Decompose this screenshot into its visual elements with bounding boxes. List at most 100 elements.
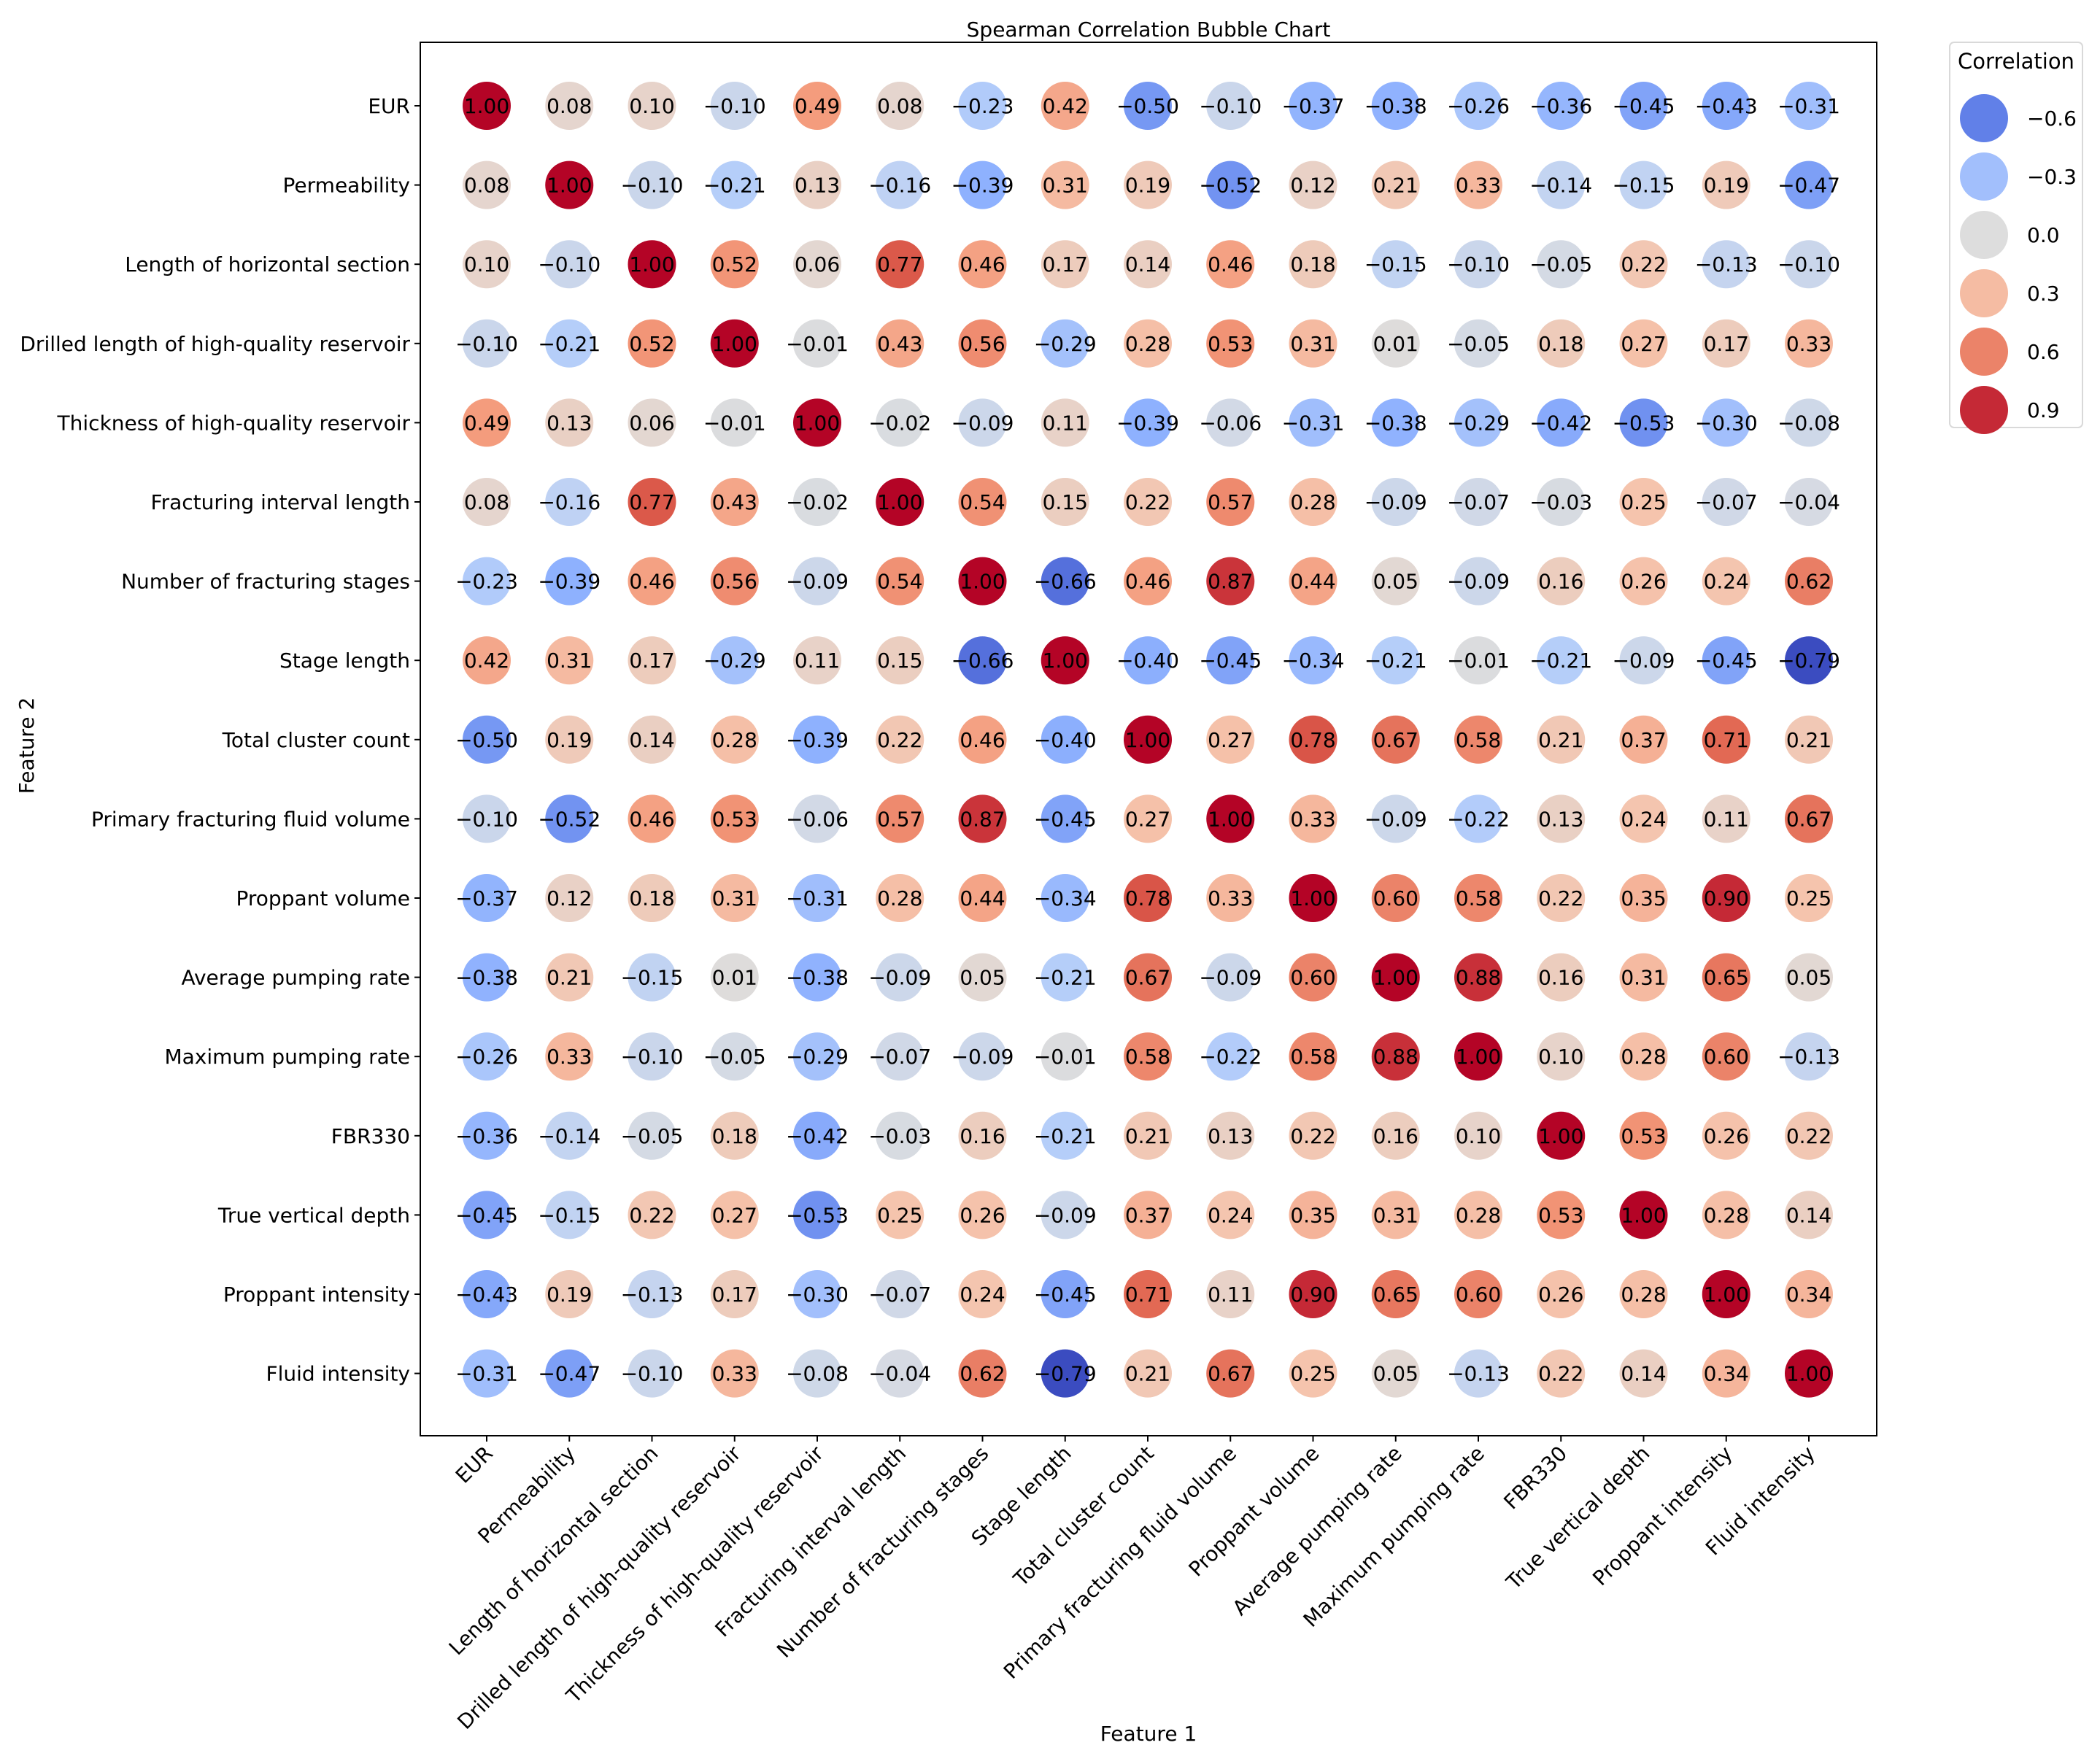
bubble-mark	[1041, 240, 1089, 289]
bubble-value-label: 0.31	[1621, 966, 1666, 990]
bubble-mark	[1206, 953, 1255, 1002]
bubble-value-label: 0.25	[1290, 1362, 1335, 1386]
bubble-mark	[1041, 160, 1089, 209]
bubble-drilled-length-of-high-quality-reservoir-vs-eur: −0.10	[703, 82, 766, 130]
bubble-permeability-vs-drilled-length-of-high-quality-reservoir: −0.21	[538, 319, 601, 368]
bubble-proppant-volume-vs-eur: −0.37	[1282, 82, 1344, 130]
bubble-value-label: 1.00	[1538, 1124, 1583, 1148]
bubble-value-label: 0.06	[795, 252, 840, 276]
bubble-number-of-fracturing-stages-vs-thickness-of-high-quality-reservoir: −0.09	[951, 398, 1014, 447]
bubble-mark	[1371, 557, 1420, 606]
bubble-number-of-fracturing-stages-vs-maximum-pumping-rate: −0.09	[951, 1032, 1014, 1081]
bubble-mark	[958, 1349, 1007, 1398]
bubble-value-label: 0.17	[1043, 252, 1088, 276]
bubble-value-label: 0.56	[960, 332, 1005, 356]
bubble-mark	[958, 557, 1007, 606]
bubble-fracturing-interval-length-vs-maximum-pumping-rate: −0.07	[868, 1032, 931, 1081]
bubble-value-label: −0.13	[621, 1283, 684, 1307]
bubble-proppant-volume-vs-permeability: 0.12	[1289, 160, 1337, 209]
bubble-value-label: 0.16	[960, 1124, 1005, 1148]
bubble-value-label: −0.07	[1695, 490, 1758, 514]
bubble-mark	[1371, 636, 1420, 685]
bubble-value-label: 0.28	[712, 728, 757, 752]
bubble-average-pumping-rate-vs-drilled-length-of-high-quality-reservoir: 0.01	[1371, 319, 1420, 368]
bubble-mark	[463, 1111, 511, 1160]
bubble-primary-fracturing-fluid-volume-vs-permeability: −0.52	[1199, 160, 1262, 209]
bubble-value-label: −0.21	[1529, 649, 1592, 673]
bubble-mark	[1702, 715, 1750, 764]
bubble-value-label: 1.00	[464, 94, 509, 118]
bubble-value-label: −0.34	[1282, 649, 1345, 673]
bubble-proppant-intensity-vs-drilled-length-of-high-quality-reservoir: 0.17	[1702, 319, 1750, 368]
bubble-mark	[628, 636, 676, 685]
bubble-fracturing-interval-length-vs-true-vertical-depth: 0.25	[876, 1191, 924, 1239]
bubble-primary-fracturing-fluid-volume-vs-fluid-intensity: 0.67	[1206, 1349, 1255, 1398]
bubble-mark	[793, 557, 841, 606]
bubble-value-label: 0.13	[795, 174, 840, 198]
bubble-number-of-fracturing-stages-vs-permeability: −0.39	[951, 160, 1014, 209]
bubble-value-label: −0.29	[1034, 332, 1097, 356]
bubble-mark	[1537, 319, 1586, 368]
bubble-mark	[876, 478, 924, 526]
bubble-mark	[1454, 82, 1502, 130]
bubble-mark	[1454, 1111, 1502, 1160]
bubble-value-label: 0.62	[960, 1362, 1005, 1386]
bubble-average-pumping-rate-vs-average-pumping-rate: 1.00	[1371, 953, 1420, 1002]
bubble-true-vertical-depth-vs-fracturing-interval-length: 0.25	[1619, 478, 1668, 526]
bubble-average-pumping-rate-vs-eur: −0.38	[1364, 82, 1427, 130]
bubble-value-label: −0.08	[786, 1362, 849, 1386]
bubble-value-label: 0.11	[1043, 411, 1088, 435]
bubble-mark	[1454, 1191, 1502, 1239]
bubble-mark	[1289, 715, 1337, 764]
bubble-total-cluster-count-vs-proppant-intensity: 0.71	[1124, 1270, 1172, 1318]
bubble-mark	[545, 636, 594, 685]
bubble-average-pumping-rate-vs-fracturing-interval-length: −0.09	[1364, 478, 1427, 526]
bubble-total-cluster-count-vs-primary-fracturing-fluid-volume: 0.27	[1124, 794, 1172, 843]
bubble-primary-fracturing-fluid-volume-vs-true-vertical-depth: 0.24	[1206, 1191, 1255, 1239]
bubble-eur-vs-total-cluster-count: −0.50	[455, 715, 518, 764]
bubble-mark	[1206, 160, 1255, 209]
bubble-mark	[1537, 1270, 1586, 1318]
legend-label: −0.3	[2027, 165, 2077, 189]
bubble-mark	[545, 1032, 594, 1081]
bubble-eur-vs-proppant-volume: −0.37	[455, 874, 518, 922]
bubble-permeability-vs-stage-length: 0.31	[545, 636, 594, 685]
bubble-mark	[1289, 478, 1337, 526]
legend-label: −0.6	[2027, 107, 2077, 131]
bubble-permeability-vs-primary-fracturing-fluid-volume: −0.52	[538, 794, 601, 843]
bubble-value-label: 0.22	[877, 728, 922, 752]
bubble-value-label: −0.02	[786, 490, 849, 514]
bubble-value-label: 0.25	[877, 1203, 922, 1227]
bubble-drilled-length-of-high-quality-reservoir-vs-proppant-volume: 0.31	[710, 874, 759, 922]
bubble-mark	[1371, 1111, 1420, 1160]
bubble-maximum-pumping-rate-vs-fluid-intensity: −0.13	[1447, 1349, 1510, 1398]
bubble-mark	[1454, 160, 1502, 209]
bubble-value-label: −0.26	[455, 1045, 518, 1069]
bubble-value-label: 0.90	[1704, 886, 1749, 910]
bubble-mark	[1619, 1270, 1668, 1318]
bubble-value-label: −0.31	[786, 886, 849, 910]
bubble-value-label: −0.52	[538, 807, 601, 831]
bubble-mark	[628, 1270, 676, 1318]
bubble-thickness-of-high-quality-reservoir-vs-maximum-pumping-rate: −0.29	[786, 1032, 849, 1081]
bubble-fluid-intensity-vs-length-of-horizontal-section: −0.10	[1777, 240, 1840, 289]
bubble-mark	[463, 715, 511, 764]
legend-entry: −0.3	[1960, 152, 2077, 201]
bubble-mark	[710, 1349, 759, 1398]
bubble-mark	[1289, 319, 1337, 368]
bubble-length-of-horizontal-section-vs-true-vertical-depth: 0.22	[628, 1191, 676, 1239]
bubble-true-vertical-depth-vs-primary-fracturing-fluid-volume: 0.24	[1619, 794, 1668, 843]
bubble-mark	[1041, 319, 1089, 368]
bubble-mark	[1289, 1191, 1337, 1239]
bubble-proppant-volume-vs-fbr330: 0.22	[1289, 1111, 1337, 1160]
bubble-mark	[1041, 874, 1089, 922]
bubble-value-label: −0.26	[1447, 94, 1510, 118]
bubble-mark	[1454, 636, 1502, 685]
bubble-mark	[876, 1191, 924, 1239]
bubble-permeability-vs-thickness-of-high-quality-reservoir: 0.13	[545, 398, 594, 447]
bubble-value-label: 0.26	[1621, 570, 1666, 594]
bubble-value-label: −0.03	[868, 1124, 931, 1148]
legend-title: Correlation	[1958, 49, 2074, 74]
bubble-number-of-fracturing-stages-vs-true-vertical-depth: 0.26	[958, 1191, 1007, 1239]
bubble-mark	[1371, 82, 1420, 130]
